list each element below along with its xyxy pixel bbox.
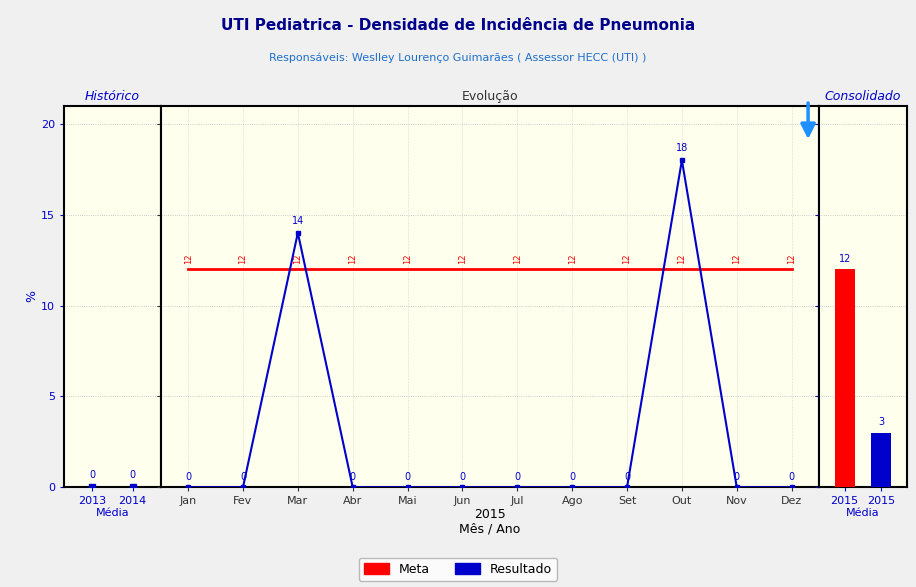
Text: 0: 0 (240, 472, 246, 482)
Title: Histórico: Histórico (85, 90, 140, 103)
Text: 0: 0 (129, 470, 136, 480)
X-axis label: 2015
Mês / Ano: 2015 Mês / Ano (459, 508, 520, 535)
Text: 12: 12 (293, 253, 302, 264)
Text: 12: 12 (623, 253, 631, 264)
Text: 0: 0 (350, 472, 355, 482)
Text: 12: 12 (838, 254, 851, 264)
Text: 0: 0 (734, 472, 740, 482)
Text: Responsáveis: Weslley Lourenço Guimarães ( Assessor HECC (UTI) ): Responsáveis: Weslley Lourenço Guimarães… (269, 53, 647, 63)
Text: 12: 12 (787, 253, 796, 264)
X-axis label: Média: Média (95, 508, 129, 518)
Title: Consolidado: Consolidado (824, 90, 901, 103)
Text: 0: 0 (89, 470, 95, 480)
Text: 0: 0 (624, 472, 630, 482)
Text: 12: 12 (732, 253, 741, 264)
Text: UTI Pediatrica - Densidade de Incidência de Pneumonia: UTI Pediatrica - Densidade de Incidência… (221, 18, 695, 33)
Text: 12: 12 (678, 253, 686, 264)
Text: 0: 0 (514, 472, 520, 482)
Text: 12: 12 (403, 253, 412, 264)
Bar (834, 269, 855, 487)
X-axis label: Média: Média (846, 508, 879, 518)
Legend: Meta, Resultado: Meta, Resultado (359, 558, 557, 581)
Y-axis label: %: % (25, 291, 38, 302)
Title: Evolução: Evolução (462, 90, 518, 103)
Bar (871, 433, 891, 487)
Text: 0: 0 (789, 472, 795, 482)
Text: 12: 12 (238, 253, 247, 264)
Text: 0: 0 (569, 472, 575, 482)
Text: 0: 0 (460, 472, 465, 482)
Text: 0: 0 (185, 472, 191, 482)
Text: 12: 12 (348, 253, 357, 264)
Text: 18: 18 (676, 143, 688, 153)
Text: 12: 12 (183, 253, 192, 264)
Text: 12: 12 (513, 253, 522, 264)
Text: 3: 3 (878, 417, 884, 427)
Text: 12: 12 (458, 253, 467, 264)
Text: 0: 0 (405, 472, 410, 482)
Text: 12: 12 (568, 253, 577, 264)
Text: 14: 14 (291, 215, 304, 225)
